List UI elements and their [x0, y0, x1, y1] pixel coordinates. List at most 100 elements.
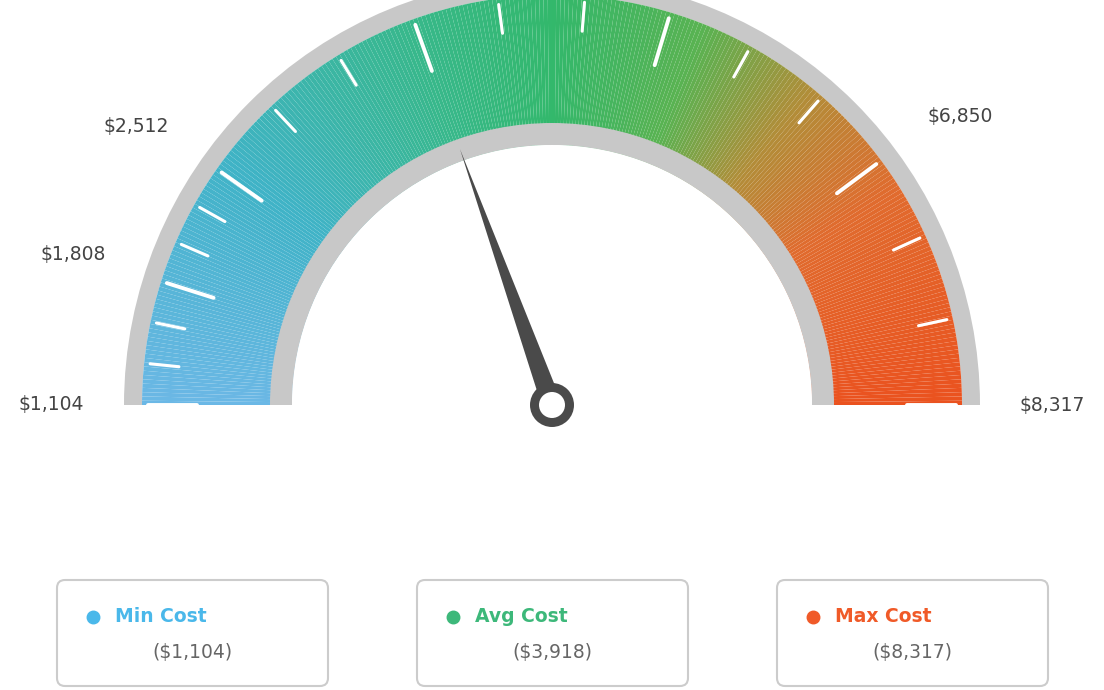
Wedge shape — [405, 21, 461, 162]
Wedge shape — [765, 171, 891, 259]
Wedge shape — [687, 55, 768, 184]
Wedge shape — [622, 10, 667, 155]
Wedge shape — [810, 358, 959, 378]
Wedge shape — [164, 266, 307, 319]
Wedge shape — [728, 104, 832, 215]
Wedge shape — [608, 5, 646, 152]
Wedge shape — [351, 46, 427, 179]
Wedge shape — [144, 362, 294, 380]
Wedge shape — [272, 104, 376, 215]
Wedge shape — [151, 315, 298, 351]
Wedge shape — [730, 106, 836, 217]
Wedge shape — [650, 26, 711, 166]
Wedge shape — [760, 157, 881, 250]
Wedge shape — [680, 48, 757, 180]
Wedge shape — [800, 282, 945, 330]
Wedge shape — [191, 208, 325, 282]
Wedge shape — [539, 0, 546, 145]
Wedge shape — [458, 5, 496, 152]
Wedge shape — [764, 168, 889, 257]
Wedge shape — [684, 52, 764, 183]
Wedge shape — [332, 57, 415, 186]
Wedge shape — [757, 154, 879, 248]
Wedge shape — [732, 109, 839, 219]
Wedge shape — [788, 235, 926, 299]
Wedge shape — [142, 392, 293, 400]
Wedge shape — [601, 2, 633, 150]
Wedge shape — [805, 307, 952, 346]
Wedge shape — [794, 254, 935, 312]
Wedge shape — [142, 388, 293, 397]
Wedge shape — [157, 290, 302, 335]
Wedge shape — [604, 3, 637, 150]
Wedge shape — [155, 299, 301, 340]
Wedge shape — [181, 226, 318, 295]
Wedge shape — [548, 0, 552, 145]
Wedge shape — [505, 0, 524, 147]
Wedge shape — [587, 0, 612, 148]
Wedge shape — [509, 0, 528, 146]
Wedge shape — [660, 32, 726, 170]
Wedge shape — [278, 97, 380, 212]
Wedge shape — [789, 238, 928, 302]
Wedge shape — [144, 366, 294, 383]
Wedge shape — [184, 219, 320, 289]
Wedge shape — [484, 0, 511, 148]
Wedge shape — [640, 19, 694, 161]
Wedge shape — [145, 358, 294, 378]
Wedge shape — [454, 6, 492, 152]
Wedge shape — [718, 89, 817, 206]
Wedge shape — [153, 303, 300, 343]
Wedge shape — [500, 0, 522, 147]
Wedge shape — [696, 63, 783, 190]
Wedge shape — [336, 55, 417, 184]
Wedge shape — [531, 0, 541, 146]
Wedge shape — [259, 115, 368, 223]
Wedge shape — [231, 147, 350, 244]
Wedge shape — [808, 337, 957, 364]
Wedge shape — [797, 266, 940, 319]
Text: $1,808: $1,808 — [41, 245, 106, 264]
Wedge shape — [475, 1, 506, 150]
Wedge shape — [187, 215, 321, 287]
Wedge shape — [347, 48, 424, 180]
Text: ($8,317): ($8,317) — [872, 643, 953, 662]
Wedge shape — [145, 353, 294, 375]
Wedge shape — [393, 26, 454, 166]
Wedge shape — [652, 27, 714, 166]
Wedge shape — [518, 0, 533, 146]
Wedge shape — [809, 349, 958, 373]
Wedge shape — [315, 68, 404, 193]
Wedge shape — [792, 246, 932, 307]
Wedge shape — [262, 112, 370, 221]
Wedge shape — [803, 299, 949, 340]
Wedge shape — [574, 0, 591, 146]
Wedge shape — [617, 8, 658, 154]
Wedge shape — [606, 4, 641, 151]
Wedge shape — [497, 0, 519, 148]
Wedge shape — [179, 230, 317, 297]
Wedge shape — [590, 0, 616, 148]
Wedge shape — [158, 286, 304, 333]
Wedge shape — [163, 270, 307, 322]
Wedge shape — [593, 0, 620, 148]
Wedge shape — [329, 59, 413, 187]
Wedge shape — [247, 128, 361, 231]
Wedge shape — [150, 319, 298, 353]
Wedge shape — [811, 401, 962, 405]
Wedge shape — [311, 71, 402, 195]
Wedge shape — [390, 27, 452, 166]
Wedge shape — [256, 118, 367, 225]
Wedge shape — [565, 0, 577, 146]
FancyBboxPatch shape — [57, 580, 328, 686]
Wedge shape — [772, 186, 901, 268]
Text: $8,317: $8,317 — [1020, 395, 1085, 415]
Wedge shape — [378, 32, 444, 170]
Wedge shape — [767, 175, 893, 261]
Wedge shape — [209, 178, 336, 264]
Wedge shape — [811, 384, 962, 394]
Wedge shape — [142, 397, 293, 402]
Wedge shape — [643, 21, 699, 162]
Wedge shape — [142, 384, 293, 394]
Wedge shape — [763, 164, 887, 255]
